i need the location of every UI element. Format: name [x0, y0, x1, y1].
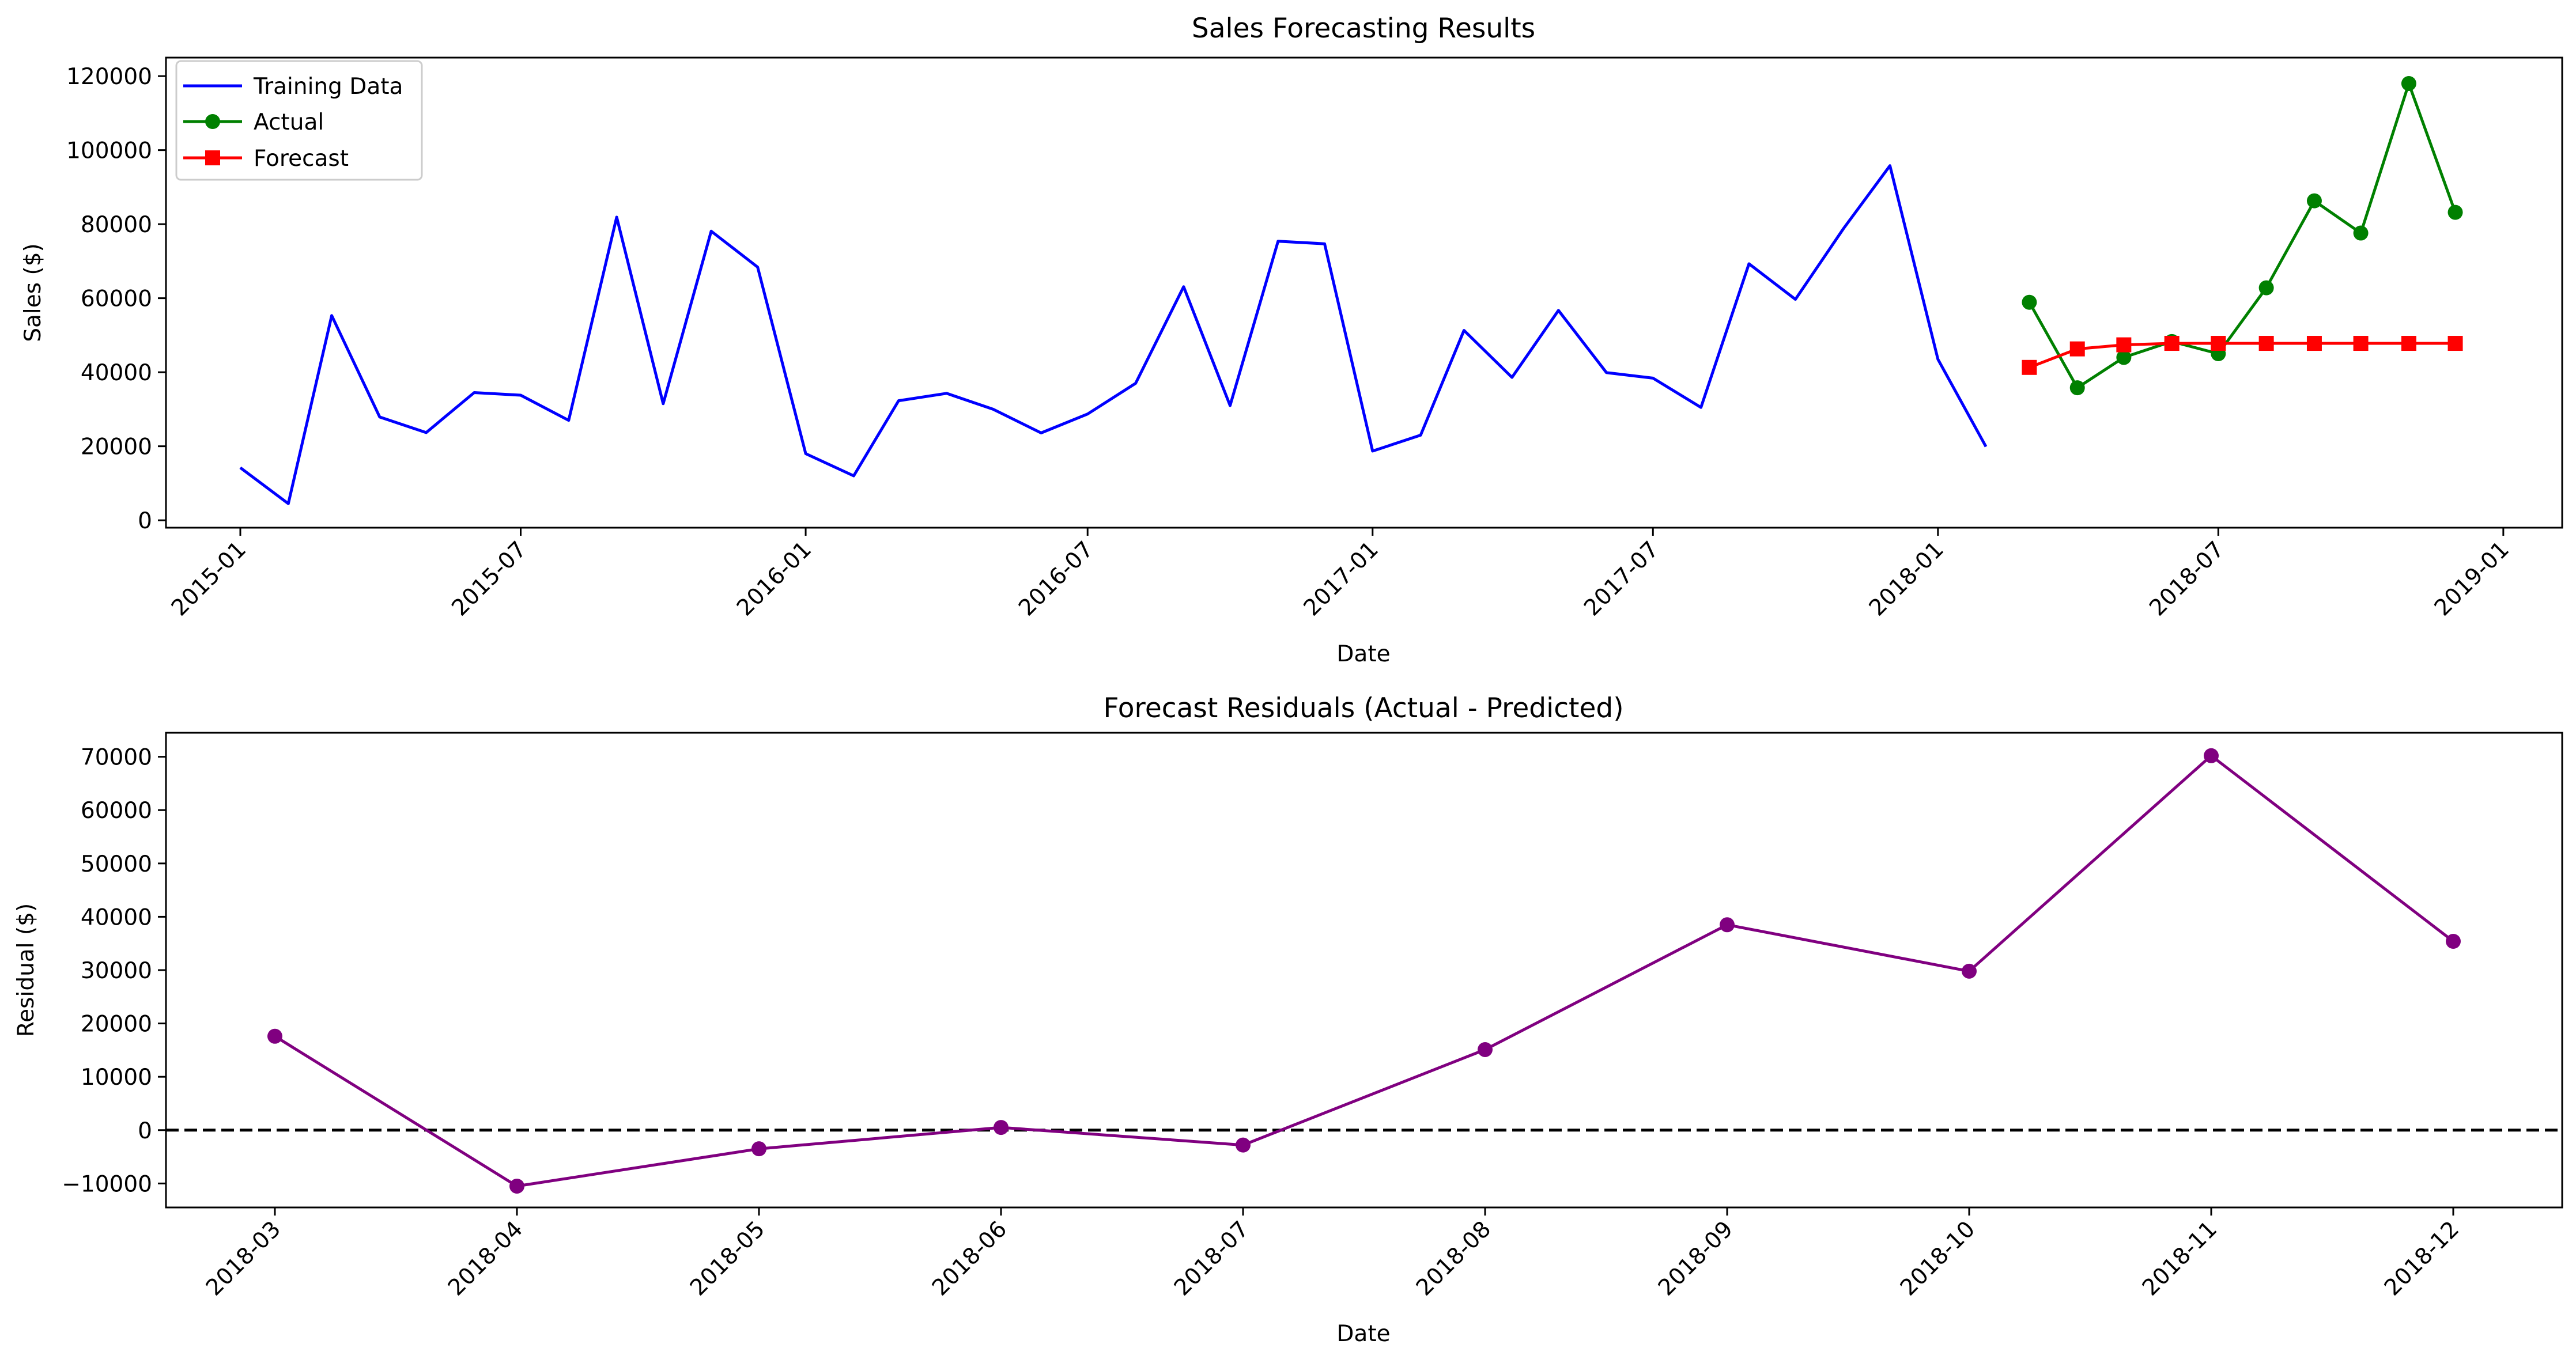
- data-point-actual: [2401, 75, 2416, 91]
- y-tick-label: 60000: [81, 798, 152, 824]
- data-point-actual: [2306, 193, 2322, 209]
- y-tick-label: 80000: [81, 212, 152, 238]
- data-point-forecast: [2258, 336, 2274, 351]
- data-point-residual: [751, 1141, 766, 1157]
- data-point-forecast: [2306, 336, 2322, 351]
- data-point-residual: [2204, 748, 2219, 763]
- data-point-residual: [1236, 1137, 1251, 1153]
- y-tick-label: 120000: [66, 64, 152, 90]
- series-line-forecast: [2029, 342, 2456, 369]
- legend-frame: [175, 60, 423, 181]
- data-point-forecast: [2069, 341, 2085, 357]
- chart-title: Forecast Residuals (Actual - Predicted): [1103, 692, 1623, 724]
- legend-marker-forecast: [205, 150, 220, 165]
- y-axis-label: Sales ($): [20, 243, 46, 342]
- x-axis-label: Date: [1336, 1321, 1390, 1347]
- data-point-residual: [2446, 934, 2461, 949]
- legend: Training Data Actual Forecast: [175, 60, 423, 181]
- y-tick-label: 30000: [81, 958, 152, 984]
- data-point-forecast: [2022, 359, 2037, 375]
- data-point-residual: [509, 1178, 524, 1194]
- data-point-residual: [1720, 917, 1735, 933]
- y-tick-label: 40000: [81, 360, 152, 386]
- y-tick-label: −10000: [62, 1171, 152, 1197]
- x-axis-label: Date: [1336, 641, 1390, 667]
- y-tick-label: 0: [138, 508, 152, 534]
- y-axis-label: Residual ($): [13, 903, 39, 1037]
- series-line-residual: [274, 754, 2454, 1188]
- data-point-actual: [2353, 225, 2369, 241]
- data-point-forecast: [2164, 336, 2180, 351]
- data-point-actual: [2069, 380, 2085, 396]
- y-tick-label: 0: [138, 1118, 152, 1144]
- data-point-actual: [2447, 205, 2463, 220]
- legend-label-actual: Actual: [254, 109, 324, 135]
- data-point-actual: [2258, 280, 2274, 296]
- y-tick-label: 50000: [81, 851, 152, 877]
- data-point-forecast: [2447, 336, 2463, 351]
- data-point-residual: [994, 1120, 1009, 1135]
- legend-label-training: Training Data: [253, 74, 403, 100]
- y-tick-label: 100000: [66, 138, 152, 164]
- data-point-actual: [2116, 350, 2132, 365]
- y-tick-label: 60000: [81, 286, 152, 312]
- plot-area: [166, 748, 2562, 1194]
- legend-label-forecast: Forecast: [254, 146, 349, 172]
- data-point-forecast: [2353, 336, 2369, 351]
- series-line-training-data: [239, 164, 1988, 505]
- y-tick-label: 40000: [81, 904, 152, 930]
- plot-area: [239, 75, 2463, 505]
- y-tick-label: 10000: [81, 1065, 152, 1091]
- series-line-actual: [2028, 82, 2457, 389]
- y-axis-ticks: 0 20000 40000 60000 80000 100000 120000: [66, 64, 166, 534]
- y-axis-ticks: −10000 0 10000 20000 30000 40000 50000 60000 700…: [62, 745, 166, 1197]
- legend-item-forecast: Forecast: [183, 146, 349, 172]
- data-point-residual: [1962, 963, 1977, 979]
- data-point-residual: [267, 1028, 282, 1044]
- y-tick-label: 20000: [81, 1012, 152, 1038]
- legend-marker-actual: [205, 114, 220, 129]
- chart-title: Sales Forecasting Results: [1192, 13, 1535, 44]
- data-point-forecast: [2116, 337, 2132, 353]
- axes-frame: [165, 56, 2563, 529]
- y-tick-label: 70000: [81, 745, 152, 771]
- data-point-residual: [1478, 1042, 1493, 1057]
- y-tick-label: 20000: [81, 434, 152, 460]
- data-point-forecast: [2401, 336, 2416, 351]
- data-point-forecast: [2211, 336, 2226, 351]
- legend-item-training: Training Data: [183, 74, 403, 100]
- legend-item-actual: Actual: [183, 109, 324, 135]
- data-point-actual: [2022, 294, 2037, 310]
